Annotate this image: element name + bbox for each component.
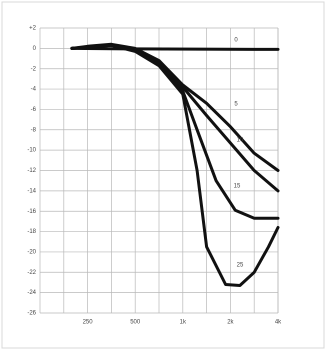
y-tick-label: -22 (27, 270, 36, 276)
y-tick-label: -6 (31, 107, 37, 113)
x-tick-label: 500 (130, 320, 141, 326)
y-tick-label: +2 (29, 26, 37, 32)
y-tick-label: -2 (31, 66, 37, 72)
curve-label: 10 (237, 138, 244, 144)
curve-label: 0 (234, 38, 238, 44)
curve (70, 46, 280, 51)
y-tick-label: -26 (27, 311, 36, 317)
curve-label: 5 (234, 102, 238, 108)
x-tick-label: 2k (227, 320, 234, 326)
x-tick-label: 250 (83, 320, 94, 326)
y-tick-label: -8 (31, 127, 37, 133)
y-tick-label: -18 (27, 229, 36, 235)
y-tick-label: -12 (27, 168, 36, 174)
curve (70, 43, 280, 287)
y-tick-label: -14 (27, 188, 36, 194)
frame (1, 1, 325, 349)
y-tick-label: -24 (27, 290, 36, 296)
y-tick-label: 0 (33, 46, 37, 52)
curve-label: 15 (234, 184, 241, 190)
x-tick-label: 4k (275, 320, 282, 326)
y-tick-label: -20 (27, 250, 36, 256)
x-tick-label: 1k (180, 320, 187, 326)
curve-label: 25 (237, 263, 244, 269)
y-tick-label: -10 (27, 148, 36, 154)
y-tick-label: -16 (27, 209, 36, 215)
y-tick-label: -4 (31, 87, 37, 93)
